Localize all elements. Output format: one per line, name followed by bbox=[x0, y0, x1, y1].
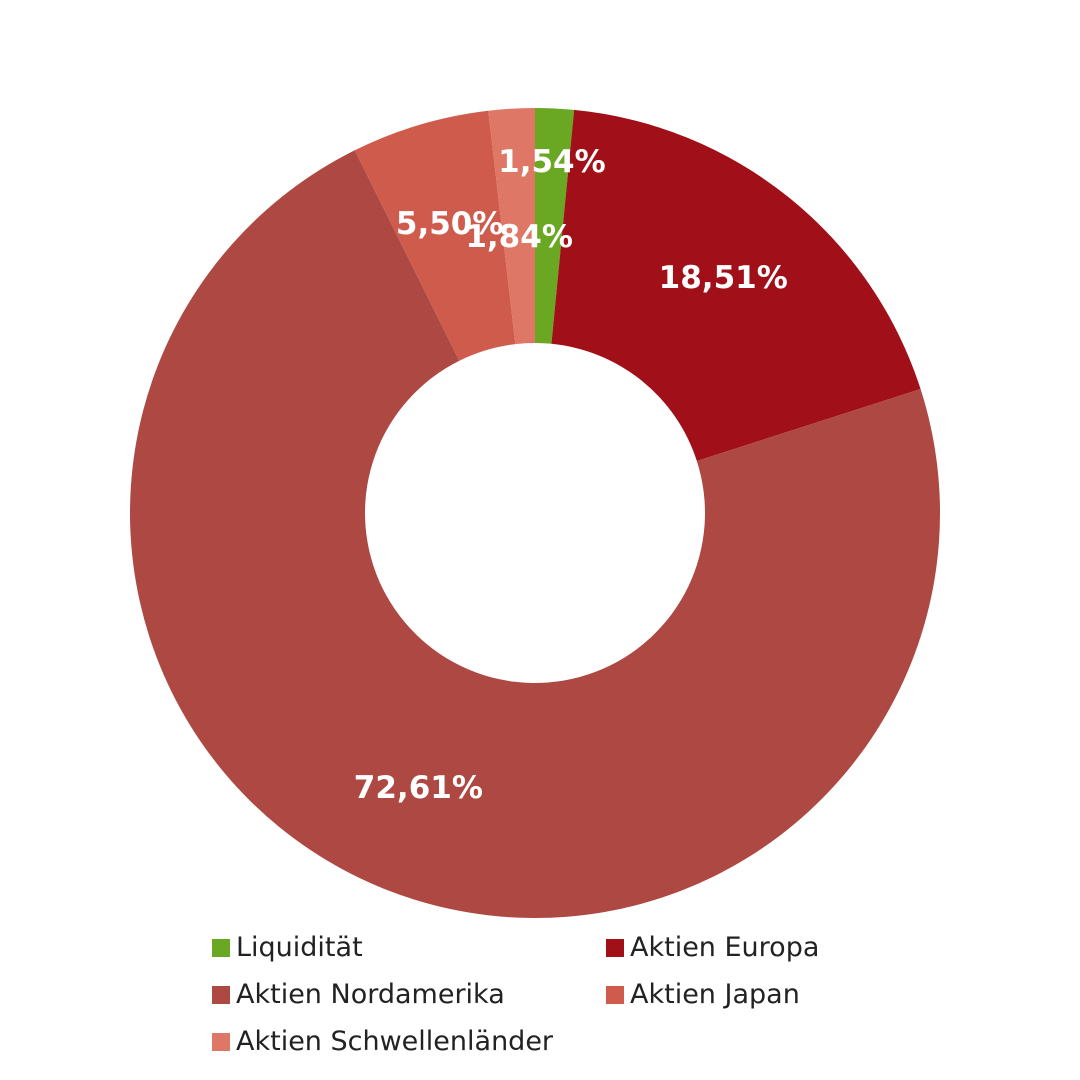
slice-label-2: 72,61% bbox=[354, 770, 483, 806]
legend-swatch bbox=[212, 985, 230, 1004]
legend-item-aktien-schwellenlaender: Aktien Schwellenländer bbox=[212, 1022, 606, 1061]
legend-swatch bbox=[606, 938, 624, 957]
legend-swatch bbox=[606, 985, 624, 1004]
legend-item-aktien-europa: Aktien Europa bbox=[606, 928, 866, 967]
legend-label: Aktien Japan bbox=[630, 979, 800, 1010]
legend-label: Aktien Europa bbox=[630, 932, 820, 963]
legend-swatch bbox=[212, 938, 230, 957]
legend-item-liquiditaet: Liquidität bbox=[212, 928, 606, 967]
donut-slice-0 bbox=[535, 108, 575, 344]
donut-slice-2 bbox=[130, 150, 940, 918]
chart-labels: 1,54% 18,51% 72,61% 5,50%1,84% bbox=[354, 144, 788, 806]
legend-label: Aktien Nordamerika bbox=[236, 979, 505, 1010]
slice-label-3: 5,50% bbox=[396, 206, 504, 242]
slice-label-1: 18,51% bbox=[659, 260, 788, 296]
legend-label: Liquidität bbox=[236, 932, 363, 963]
donut-slice-3 bbox=[354, 110, 516, 361]
slice-label-4: 1,84% bbox=[465, 219, 573, 255]
legend-label: Aktien Schwellenländer bbox=[236, 1026, 554, 1057]
donut-chart: 1,54% 18,51% 72,61% 5,50%1,84% bbox=[130, 108, 940, 918]
donut-slice-1 bbox=[551, 109, 921, 461]
legend-swatch bbox=[212, 1032, 230, 1051]
slice-label-0: 1,54% bbox=[498, 144, 606, 180]
legend: Liquidität Aktien Europa Aktien Nordamer… bbox=[212, 928, 872, 1061]
chart-slices bbox=[130, 108, 940, 918]
legend-item-aktien-nordamerika: Aktien Nordamerika bbox=[212, 975, 606, 1014]
donut-slice-4 bbox=[488, 108, 535, 345]
legend-item-aktien-japan: Aktien Japan bbox=[606, 975, 866, 1014]
